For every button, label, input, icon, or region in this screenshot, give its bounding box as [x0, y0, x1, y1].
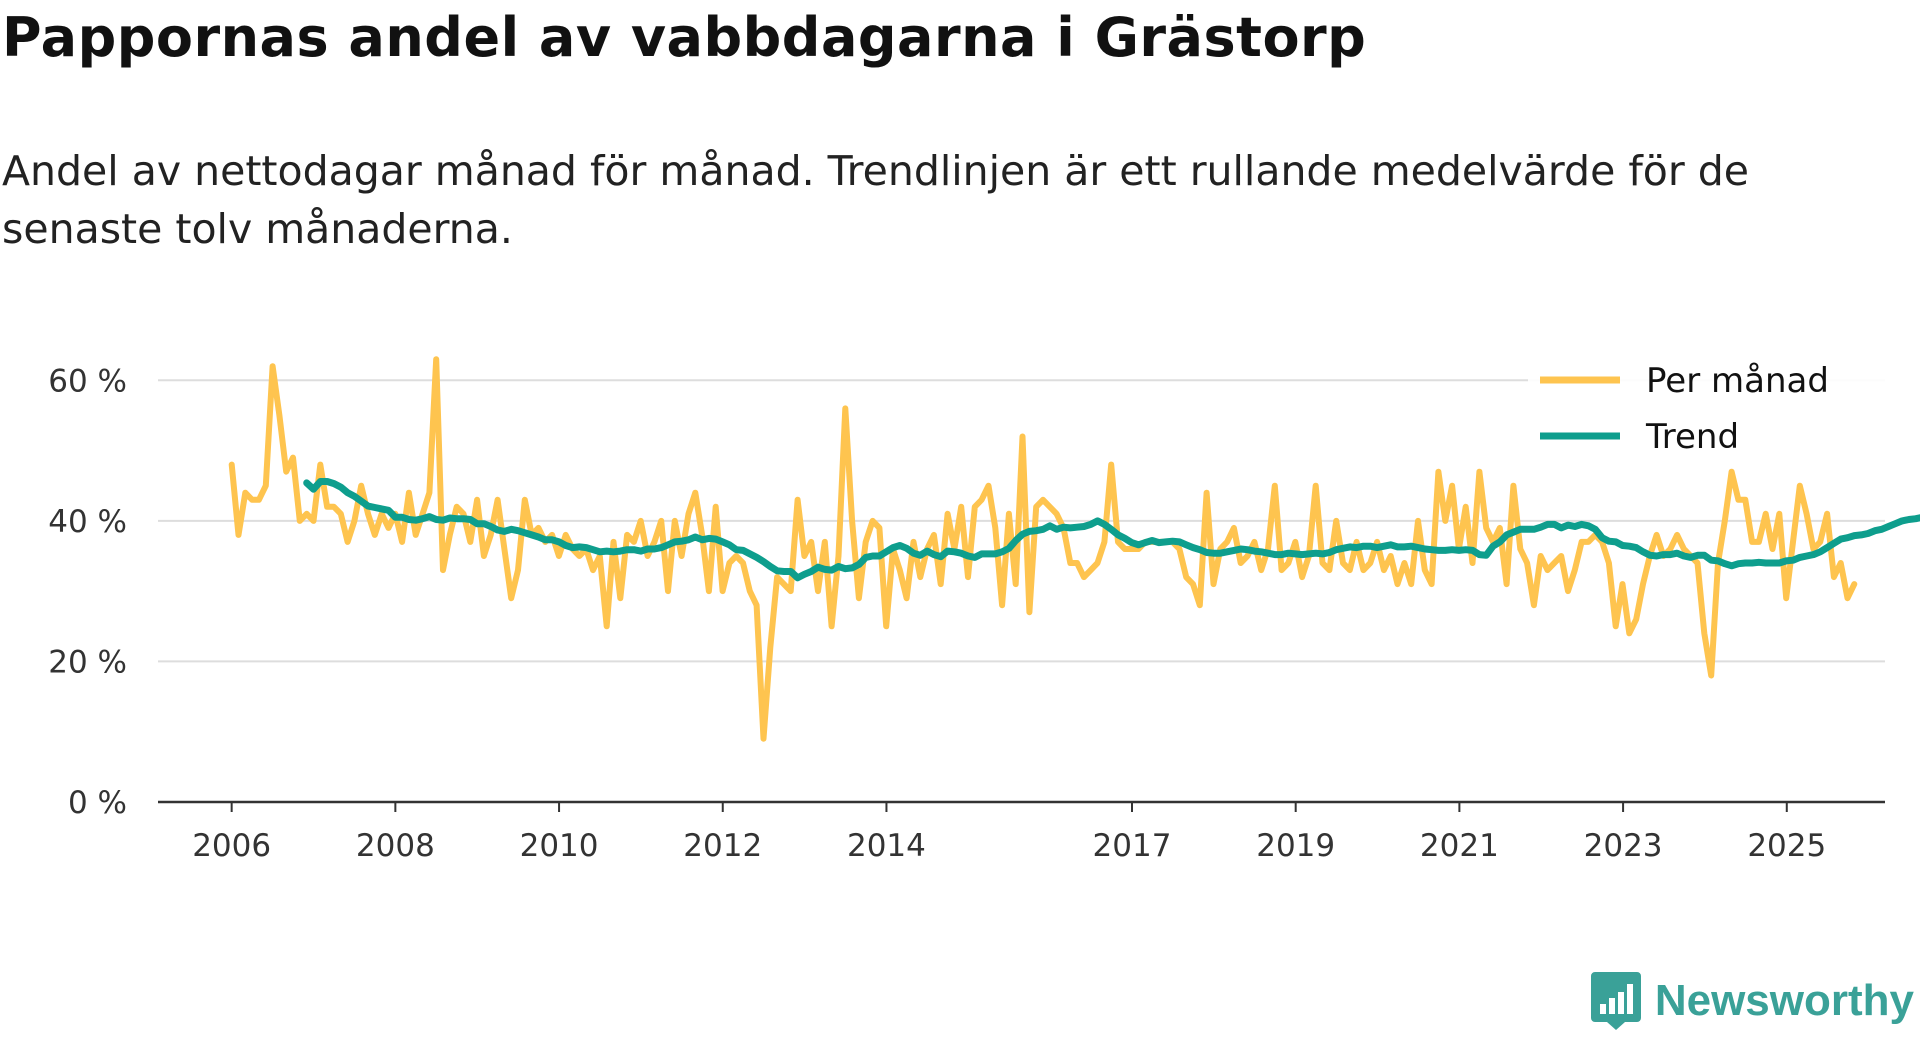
x-tick-label: 2023 — [1584, 828, 1663, 864]
y-axis: 0 % 20 % 40 % 60 % — [48, 363, 127, 821]
line-chart: 0 % 20 % 40 % 60 % 2006 2008 2010 2012 2014 2017… — [48, 356, 1920, 864]
y-tick-label: 60 % — [48, 363, 127, 399]
chart-subtitle: Andel av nettodagar månad för månad. Tre… — [2, 147, 1749, 253]
x-tick-label: 2006 — [192, 828, 271, 864]
legend-label: Trend — [1645, 417, 1739, 457]
x-tick-label: 2012 — [683, 828, 762, 864]
brand-name: Newsworthy — [1654, 976, 1914, 1025]
x-tick-label: 2008 — [356, 828, 435, 864]
series-lines — [228, 356, 1920, 742]
x-tick-label: 2014 — [847, 828, 926, 864]
x-axis: 2006 2008 2010 2012 2014 2017 2019 2021 2023 2025 — [158, 800, 1885, 864]
y-tick-label: 40 % — [48, 504, 127, 540]
x-tick-label: 2025 — [1747, 828, 1826, 864]
x-tick-label: 2021 — [1420, 828, 1499, 864]
series-line-trend — [303, 478, 1920, 582]
newsworthy-logo-icon — [1590, 972, 1641, 1030]
x-tick-label: 2010 — [520, 828, 599, 864]
legend: Per månad Trend — [1528, 360, 1888, 468]
legend-label: Per månad — [1646, 361, 1829, 401]
brand: Newsworthy — [1590, 972, 1914, 1030]
y-tick-label: 20 % — [48, 644, 127, 680]
chart-title: Pappornas andel av vabbdagarna i Grästor… — [2, 6, 1367, 69]
y-tick-label: 0 % — [68, 785, 127, 821]
x-tick-label: 2017 — [1093, 828, 1172, 864]
x-tick-label: 2019 — [1256, 828, 1335, 864]
